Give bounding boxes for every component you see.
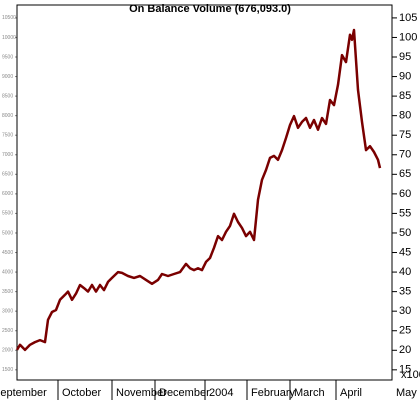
y2-tick-label: 8500 [2, 93, 13, 99]
x-tick-label: February [251, 387, 296, 399]
x-tick-label: May [396, 387, 417, 399]
y2-tick-label: 10500 [2, 15, 16, 21]
x-tick-label: 2004 [209, 387, 233, 399]
plot-frame [16, 4, 393, 381]
y-tick-label: 105 [399, 12, 417, 24]
y2-tick-label: 2500 [2, 328, 13, 334]
chart-title: On Balance Volume (676,093.0) [129, 3, 291, 15]
y2-tick-label: 10000 [2, 35, 16, 41]
y-tick-label: 100 [399, 31, 417, 43]
y2-tick-label: 2000 [2, 348, 13, 354]
y-tick-label: 80 [399, 110, 411, 122]
y-tick-label: 30 [399, 305, 411, 317]
y2-tick-label: 4000 [2, 269, 13, 275]
x-tick-label: March [294, 387, 325, 399]
y-tick-label: 70 [399, 149, 411, 161]
y2-tick-label: 1500 [2, 367, 13, 373]
y-tick-label: 95 [399, 51, 411, 63]
y2-tick-label: 5000 [2, 230, 13, 236]
y-tick-label: 35 [399, 286, 411, 298]
series-line [15, 28, 382, 352]
y-tick-label: 15 [399, 364, 411, 376]
y2-tick-label: 9500 [2, 54, 13, 60]
y-tick-label: 55 [399, 207, 411, 219]
y-tick-label: 85 [399, 90, 411, 102]
y2-tick-label: 8000 [2, 113, 13, 119]
y-tick-label: 25 [399, 325, 411, 337]
y-tick-label: 65 [399, 168, 411, 180]
y2-tick-label: 6500 [2, 172, 13, 178]
y-tick-label: 90 [399, 70, 411, 82]
y2-tick-label: 5500 [2, 211, 13, 217]
y2-tick-label: 3500 [2, 289, 13, 295]
y-tick-label: 50 [399, 227, 411, 239]
y-tick-label: 60 [399, 188, 411, 200]
y2-tick-label: 7000 [2, 152, 13, 158]
y2-tick-label: 7500 [2, 133, 13, 139]
x-tick-label: December [159, 387, 210, 399]
y-tick-label: 20 [399, 344, 411, 356]
y2-tick-label: 4500 [2, 250, 13, 256]
y2-tick-label: 6000 [2, 191, 13, 197]
y-tick-label: 40 [399, 266, 411, 278]
y-tick-label: 75 [399, 129, 411, 141]
x-tick-label: November [116, 387, 167, 399]
y2-tick-label: 3000 [2, 309, 13, 315]
x-tick-label: April [340, 387, 362, 399]
x-tick-label: September [0, 387, 47, 399]
y2-tick-label: 9000 [2, 74, 13, 80]
x-tick-label: October [62, 387, 101, 399]
y-unit-label: x1000 [401, 369, 420, 381]
y-tick-label: 45 [399, 246, 411, 258]
